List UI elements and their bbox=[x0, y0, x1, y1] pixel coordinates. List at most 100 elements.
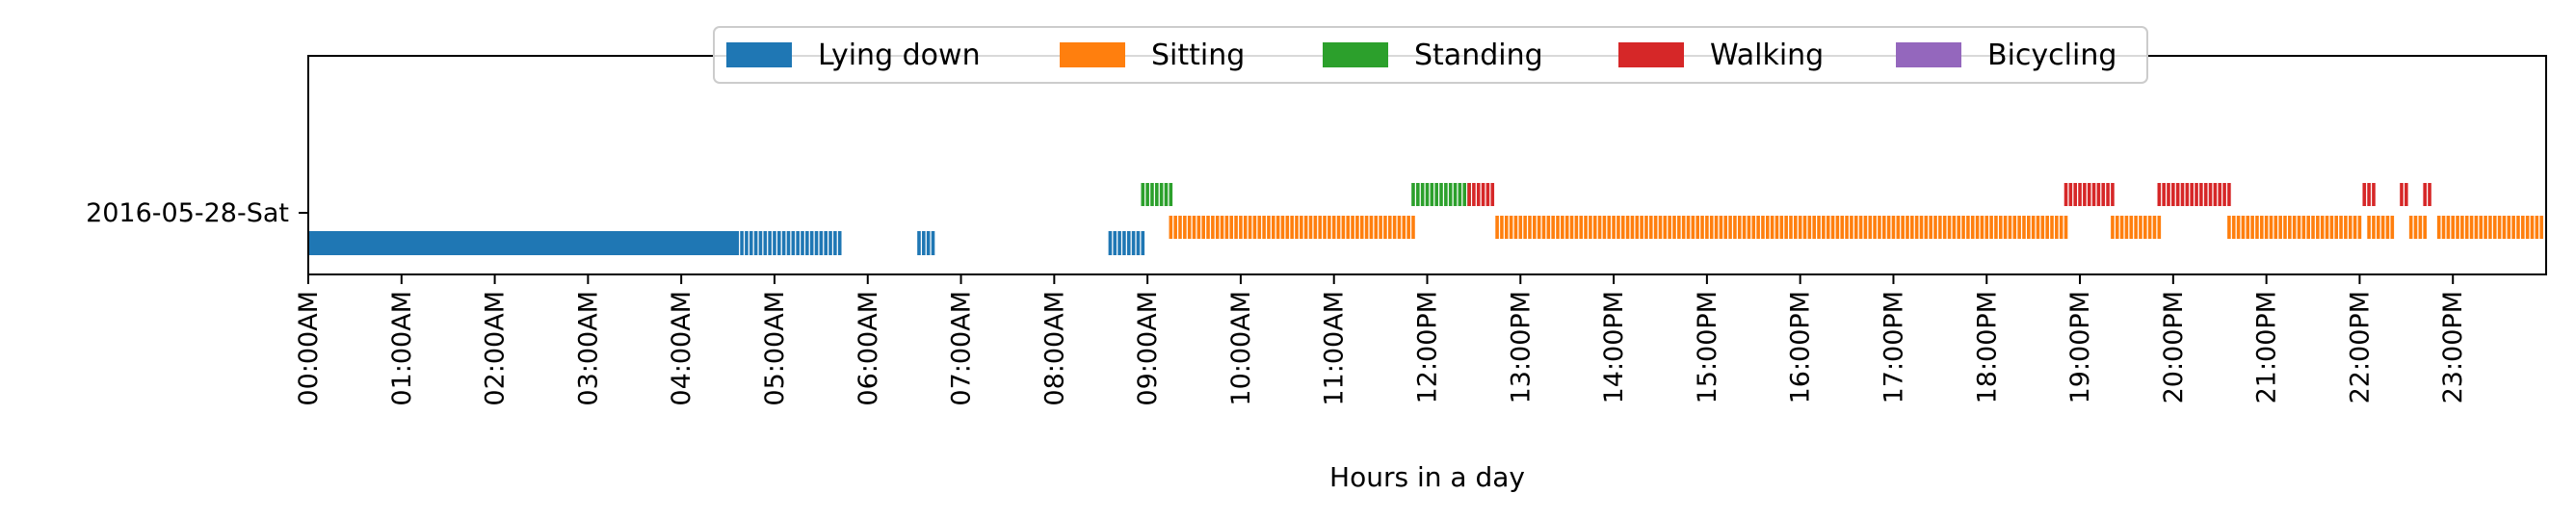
activity-tick-sitting bbox=[2502, 216, 2507, 239]
activity-tick-sitting bbox=[2278, 216, 2282, 239]
activity-tick-lying-down bbox=[805, 231, 809, 255]
x-tick-label: 01:00AM bbox=[387, 291, 417, 406]
activity-tick-sitting bbox=[1798, 216, 1802, 239]
activity-tick-sitting bbox=[1196, 216, 1201, 239]
legend-swatch bbox=[1618, 42, 1684, 67]
activity-tick-sitting bbox=[1807, 216, 1812, 239]
activity-tick-sitting bbox=[1252, 216, 1257, 239]
activity-tick-sitting bbox=[1271, 216, 1275, 239]
activity-tick-sitting bbox=[1551, 216, 1555, 239]
activity-tick-sitting bbox=[2535, 216, 2539, 239]
activity-tick-sitting bbox=[1402, 216, 1406, 239]
legend-swatch bbox=[1060, 42, 1125, 67]
activity-tick-sitting bbox=[2492, 216, 2497, 239]
activity-tick-standing bbox=[1420, 183, 1425, 206]
legend-swatch bbox=[1896, 42, 1961, 67]
activity-tick-sitting bbox=[2134, 216, 2138, 239]
activity-tick-sitting bbox=[1589, 216, 1592, 239]
activity-tick-walking bbox=[2367, 183, 2371, 206]
activity-tick-sitting bbox=[1858, 216, 1863, 239]
activity-tick-sitting bbox=[1677, 216, 1681, 239]
y-tick-label: 2016-05-28-Sat bbox=[86, 198, 289, 228]
activity-tick-sitting bbox=[1346, 216, 1351, 239]
activity-tick-sitting bbox=[1625, 216, 1630, 239]
x-tick-label: 10:00AM bbox=[1226, 291, 1256, 406]
activity-tick-sitting bbox=[2484, 216, 2487, 239]
activity-tick-sitting bbox=[1257, 216, 1262, 239]
activity-tick-sitting bbox=[1392, 216, 1397, 239]
activity-tick-sitting bbox=[2012, 216, 2017, 239]
activity-tick-walking bbox=[2171, 183, 2175, 206]
activity-tick-sitting bbox=[1509, 216, 1513, 239]
activity-tick-lying-down bbox=[776, 231, 781, 255]
x-tick-label: 11:00AM bbox=[1320, 291, 1350, 406]
activity-tick-sitting bbox=[1192, 216, 1196, 239]
activity-tick-sitting bbox=[2306, 216, 2310, 239]
activity-tick-sitting bbox=[1906, 216, 1909, 239]
activity-tick-sitting bbox=[2129, 216, 2134, 239]
x-tick-label: 07:00AM bbox=[947, 291, 977, 406]
activity-tick-sitting bbox=[1853, 216, 1858, 239]
x-axis-label: Hours in a day bbox=[1329, 461, 1525, 493]
legend-item-sitting: Sitting bbox=[1060, 39, 1245, 72]
activity-tick-lying-down bbox=[773, 231, 776, 255]
activity-tick-standing bbox=[1150, 183, 1154, 206]
activity-tick-sitting bbox=[1835, 216, 1840, 239]
activity-tick-sitting bbox=[1728, 216, 1732, 239]
activity-tick-sitting bbox=[1187, 216, 1192, 239]
activity-tick-walking bbox=[1485, 183, 1490, 206]
activity-tick-sitting bbox=[1845, 216, 1849, 239]
activity-tick-sitting bbox=[1584, 216, 1588, 239]
activity-tick-lying-down bbox=[922, 231, 926, 255]
x-tick-label: 22:00PM bbox=[2345, 291, 2375, 403]
activity-tick-standing bbox=[1411, 183, 1415, 206]
activity-tick-lying-down bbox=[1141, 231, 1145, 255]
activity-tick-sitting bbox=[2157, 216, 2162, 239]
activity-tick-sitting bbox=[1574, 216, 1579, 239]
activity-tick-lying-down bbox=[791, 231, 796, 255]
activity-tick-lying-down bbox=[814, 231, 819, 255]
activity-tick-standing bbox=[1141, 183, 1145, 206]
activity-tick-lying-down bbox=[837, 231, 842, 255]
x-tick-label: 21:00PM bbox=[2252, 291, 2282, 403]
activity-tick-sitting bbox=[1364, 216, 1369, 239]
activity-tick-sitting bbox=[2380, 216, 2385, 239]
legend-swatch bbox=[1323, 42, 1388, 67]
activity-tick-walking bbox=[2167, 183, 2170, 206]
activity-tick-sitting bbox=[1863, 216, 1868, 239]
activity-tick-standing bbox=[1448, 183, 1453, 206]
activity-tick-sitting bbox=[1770, 216, 1774, 239]
activity-tick-sitting bbox=[1691, 216, 1695, 239]
x-tick-label: 03:00AM bbox=[573, 291, 603, 406]
activity-tick-sitting bbox=[1933, 216, 1937, 239]
x-tick-label: 16:00PM bbox=[1786, 291, 1816, 403]
activity-tick-sitting bbox=[2036, 216, 2040, 239]
x-tick-label: 15:00PM bbox=[1693, 291, 1722, 403]
activity-tick-lying-down bbox=[735, 231, 740, 255]
activity-tick-sitting bbox=[2372, 216, 2376, 239]
activity-tick-sitting bbox=[1336, 216, 1341, 239]
series-walking bbox=[1467, 183, 2431, 206]
activity-tick-sitting bbox=[1383, 216, 1387, 239]
activity-tick-sitting bbox=[2050, 216, 2054, 239]
activity-tick-sitting bbox=[1239, 216, 1243, 239]
activity-tick-walking bbox=[2185, 183, 2190, 206]
activity-tick-sitting bbox=[1830, 216, 1835, 239]
activity-tick-sitting bbox=[2236, 216, 2241, 239]
legend-item-walking: Walking bbox=[1618, 39, 1824, 72]
activity-tick-sitting bbox=[1644, 216, 1648, 239]
activity-tick-sitting bbox=[2115, 216, 2119, 239]
activity-tick-walking bbox=[2073, 183, 2078, 206]
activity-tick-walking bbox=[2208, 183, 2213, 206]
activity-tick-sitting bbox=[1761, 216, 1765, 239]
activity-tick-sitting bbox=[2488, 216, 2492, 239]
activity-tick-sitting bbox=[1379, 216, 1382, 239]
activity-tick-sitting bbox=[2255, 216, 2259, 239]
activity-tick-sitting bbox=[1910, 216, 1914, 239]
activity-tick-sitting bbox=[1569, 216, 1574, 239]
activity-tick-sitting bbox=[1280, 216, 1285, 239]
activity-tick-sitting bbox=[2241, 216, 2246, 239]
activity-tick-sitting bbox=[1275, 216, 1280, 239]
activity-tick-walking bbox=[2222, 183, 2226, 206]
